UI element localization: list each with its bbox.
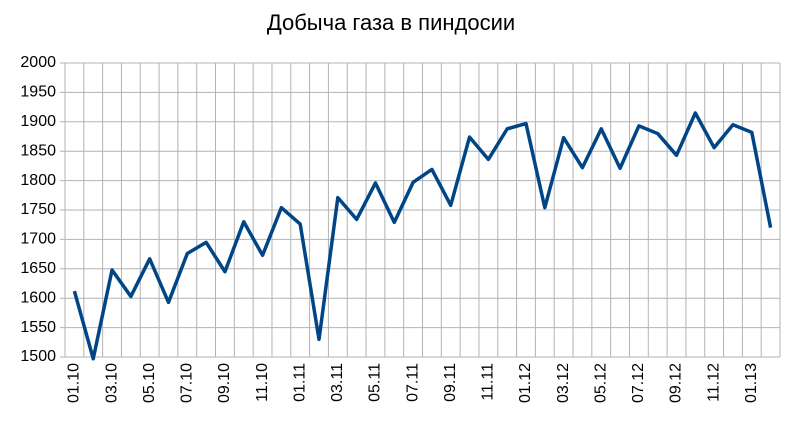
x-tick-label: 05.11 [367,363,384,402]
x-tick-label: 03.10 [103,363,120,403]
x-tick-label: 01.10 [66,363,83,403]
x-tick-label: 05.12 [592,363,609,403]
y-tick-label: 1800 [20,172,56,189]
x-tick-label: 09.11 [442,363,459,402]
y-tick-label: 1700 [20,231,56,248]
y-tick-label: 1500 [20,348,56,365]
x-tick-label: 05.10 [141,363,158,403]
x-tick-label: 11.11 [480,363,497,401]
x-tick-label: 01.13 [743,363,760,403]
y-tick-label: 1650 [20,260,56,277]
y-tick-label: 1600 [20,289,56,306]
y-tick-label: 1900 [20,113,56,130]
data-line [72,111,773,361]
x-tick-label: 01.12 [517,363,534,403]
chart-title: Добыча газа в пиндосии [267,10,515,35]
y-tick-label: 1550 [20,319,56,336]
x-tick-label: 11.12 [705,363,722,402]
y-tick-label: 1950 [20,84,56,101]
x-tick-label: 07.12 [630,363,647,403]
x-tick-label: 03.11 [329,363,346,402]
x-tick-label: 03.12 [555,363,572,403]
x-tick-label: 09.10 [216,363,233,403]
x-tick-label: 09.12 [668,363,685,403]
x-tick-label: 01.11 [291,363,308,402]
y-tick-label: 1750 [20,201,56,218]
y-tick-label: 1850 [20,142,56,159]
x-tick-label: 07.10 [179,363,196,403]
x-tick-label: 07.11 [404,363,421,402]
x-tick-label: 11.10 [254,363,271,402]
y-tick-label: 2000 [20,54,56,71]
